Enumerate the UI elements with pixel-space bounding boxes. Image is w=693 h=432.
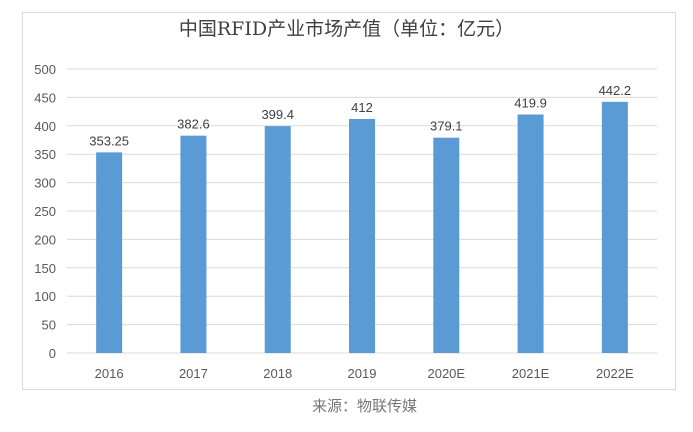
y-tick-label: 350 — [34, 147, 56, 162]
data-label: 353.25 — [89, 133, 129, 148]
bar — [96, 152, 123, 353]
data-label: 379.1 — [430, 119, 463, 134]
y-tick-label: 100 — [34, 289, 56, 304]
x-tick-label: 2018 — [263, 366, 292, 381]
source-note: 来源：物联传媒 — [311, 397, 417, 415]
data-label: 442.2 — [599, 83, 632, 98]
bar — [180, 135, 207, 353]
x-tick-label: 2016 — [95, 366, 124, 381]
bar — [601, 101, 628, 353]
x-tick-label: 2019 — [348, 366, 377, 381]
bar — [433, 137, 460, 353]
data-label: 412 — [351, 100, 373, 115]
chart-title: 中国RFID产业市场产值（单位：亿元） — [178, 18, 515, 40]
data-label: 419.9 — [514, 95, 547, 110]
bar — [264, 126, 291, 353]
bar — [517, 114, 544, 354]
y-tick-label: 150 — [34, 261, 56, 276]
data-label: 382.6 — [177, 117, 210, 132]
x-tick-label: 2017 — [179, 366, 208, 381]
y-tick-label: 450 — [34, 90, 56, 105]
y-tick-label: 300 — [34, 176, 56, 191]
x-tick-label: 2021E — [512, 366, 550, 381]
y-tick-label: 250 — [34, 204, 56, 219]
x-tick-label: 2022E — [596, 366, 634, 381]
data-label: 399.4 — [261, 107, 294, 122]
bar — [349, 118, 375, 353]
y-tick-label: 0 — [49, 346, 56, 361]
y-tick-label: 200 — [34, 232, 56, 247]
y-tick-label: 500 — [34, 62, 56, 77]
x-tick-label: 2020E — [427, 366, 465, 381]
y-tick-label: 400 — [34, 119, 56, 134]
y-tick-label: 50 — [42, 318, 56, 333]
